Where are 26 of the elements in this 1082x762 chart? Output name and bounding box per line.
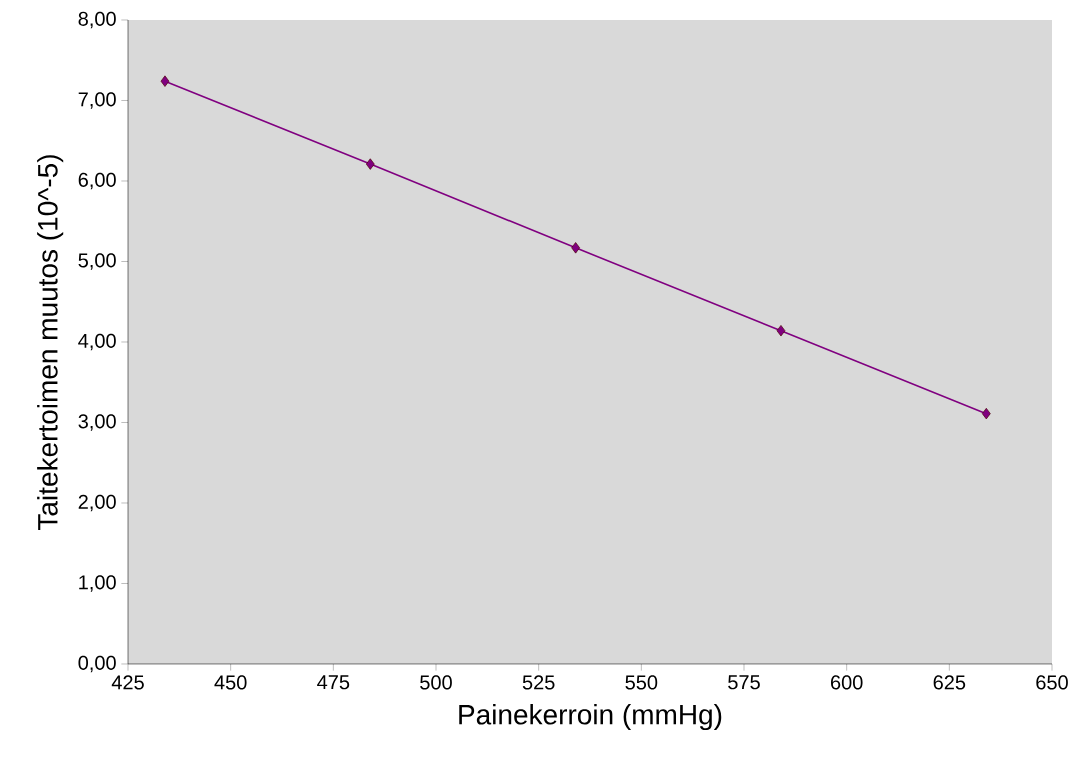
x-tick-label: 475 bbox=[317, 675, 350, 690]
y-tick-label: 5,00 bbox=[78, 253, 116, 270]
y-tick-label: 6,00 bbox=[78, 172, 116, 190]
y-tick-label: 8,00 bbox=[78, 11, 116, 29]
y-tick-label: 0,00 bbox=[78, 655, 116, 673]
x-tick-label: 625 bbox=[933, 675, 966, 690]
x-tick-label: 525 bbox=[522, 675, 555, 690]
y-tick-label: 2,00 bbox=[78, 494, 116, 512]
point bbox=[776, 325, 786, 337]
x-tick-label: 575 bbox=[728, 675, 760, 690]
x-tick-label: 550 bbox=[625, 675, 658, 690]
x-axis-title: Painekerroin (mmHg) bbox=[459, 704, 722, 731]
x-tick-label: 650 bbox=[1036, 675, 1068, 690]
y-axis-title: Taitekertoimen muutos (10^-5) bbox=[37, 155, 64, 530]
x-tick-label: 600 bbox=[831, 675, 863, 690]
y-tick-label: 7,00 bbox=[78, 92, 116, 109]
x-tick-label: 425 bbox=[111, 675, 144, 690]
point bbox=[160, 75, 170, 87]
x-tick-label: 500 bbox=[420, 675, 452, 690]
y-tick-label: 4,00 bbox=[78, 333, 116, 351]
point bbox=[981, 407, 991, 420]
point bbox=[571, 242, 580, 254]
point bbox=[365, 158, 375, 170]
y-tick-label: 1,00 bbox=[79, 575, 116, 592]
x-tick-label: 450 bbox=[214, 675, 247, 690]
y-tick-label: 3,00 bbox=[78, 414, 116, 431]
